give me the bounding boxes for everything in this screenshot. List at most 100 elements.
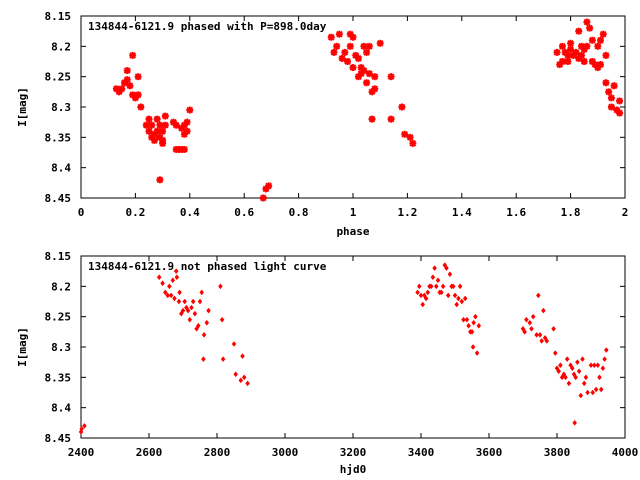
data-point: [376, 39, 384, 47]
data-point: [450, 283, 456, 290]
data-point: [145, 115, 153, 123]
data-point: [161, 121, 169, 129]
data-point: [567, 39, 575, 47]
unphased-x-axis-label: hjd0: [340, 463, 367, 476]
data-point: [452, 292, 458, 299]
data-point: [118, 85, 126, 93]
phased-plot: 8.15 8.2 8.25 8.3 8.35 8.4 8.45 0 0.2 0.4 0.6 0.8 1…: [16, 10, 628, 238]
x-tick-label: 0: [78, 206, 85, 219]
data-point: [423, 295, 429, 302]
data-point: [220, 356, 226, 363]
data-point: [583, 374, 589, 381]
y-tick-label: 8.2: [51, 40, 71, 53]
x-tick-label: 3600: [476, 446, 503, 459]
x-tick-label: 1.6: [506, 206, 526, 219]
data-point: [524, 316, 529, 323]
phased-data-points: [112, 18, 624, 202]
data-point: [206, 307, 211, 314]
data-point: [553, 48, 561, 56]
data-point: [231, 341, 237, 347]
data-point: [595, 362, 601, 369]
data-point: [454, 301, 460, 308]
data-point: [602, 356, 607, 363]
data-point: [82, 422, 87, 429]
data-point: [575, 27, 583, 35]
phased-plot-title: 134844-6121.9 phased with P=898.0day: [88, 20, 327, 33]
phased-y-axis: 8.15 8.2 8.25 8.3 8.35 8.4 8.45: [45, 10, 625, 205]
x-tick-label: 0.6: [234, 206, 254, 219]
data-point: [425, 289, 431, 296]
data-point: [432, 265, 437, 272]
data-point: [541, 307, 546, 314]
data-point: [159, 127, 167, 135]
data-point: [593, 386, 599, 393]
data-point: [527, 319, 533, 326]
data-point: [534, 331, 539, 338]
data-point: [592, 362, 597, 369]
data-point: [598, 386, 604, 393]
data-point: [153, 115, 161, 123]
x-tick-label: 0.8: [289, 206, 309, 219]
y-tick-label: 8.4: [51, 162, 71, 175]
data-point: [335, 30, 343, 38]
data-point: [406, 133, 414, 141]
data-point: [551, 325, 556, 332]
data-point: [576, 368, 582, 375]
data-point: [469, 328, 475, 335]
data-point: [439, 289, 444, 296]
data-point: [182, 298, 188, 305]
data-point: [349, 64, 357, 72]
y-tick-label: 8.4: [51, 402, 71, 415]
data-point: [172, 295, 177, 302]
data-point: [457, 283, 463, 290]
x-tick-label: 2800: [204, 446, 231, 459]
data-point: [600, 365, 606, 372]
data-point: [241, 374, 247, 381]
data-point: [327, 33, 335, 41]
y-tick-label: 8.15: [45, 250, 72, 263]
data-point: [187, 316, 193, 323]
data-point: [578, 392, 584, 399]
y-tick-label: 8.25: [45, 71, 72, 84]
unphased-x-axis: 2400 2600 2800 3000 3200 3400 3600 3800 4000: [68, 256, 639, 459]
x-tick-label: 1.4: [452, 206, 472, 219]
data-point: [338, 54, 346, 62]
y-tick-label: 8.35: [45, 371, 72, 384]
data-point: [238, 377, 244, 384]
data-point: [415, 289, 420, 296]
data-point: [363, 79, 371, 87]
unphased-data-points: [78, 262, 609, 435]
data-point: [156, 176, 164, 184]
x-tick-label: 2: [622, 206, 629, 219]
data-point: [588, 362, 594, 369]
data-point: [183, 127, 191, 135]
data-point: [204, 319, 210, 326]
data-point: [476, 322, 482, 329]
data-point: [594, 42, 602, 50]
data-point: [607, 103, 615, 111]
x-tick-label: 0.2: [125, 206, 145, 219]
phased-x-axis-label: phase: [336, 225, 369, 238]
data-point: [360, 67, 368, 75]
data-point: [597, 374, 602, 381]
data-point: [167, 283, 172, 290]
data-point: [474, 350, 480, 356]
data-point: [192, 310, 198, 317]
data-point: [444, 265, 449, 272]
data-point: [387, 73, 395, 81]
data-point: [430, 274, 436, 281]
data-point: [418, 292, 424, 299]
data-point: [537, 331, 543, 338]
data-point: [585, 389, 590, 396]
data-point: [556, 368, 562, 375]
data-point: [583, 42, 591, 50]
data-point: [354, 54, 362, 62]
x-tick-label: 4000: [612, 446, 639, 459]
data-point: [409, 139, 417, 147]
data-point: [137, 103, 145, 111]
data-point: [371, 85, 379, 93]
y-tick-label: 8.15: [45, 10, 72, 23]
x-tick-label: 1.2: [397, 206, 417, 219]
data-point: [201, 331, 207, 338]
